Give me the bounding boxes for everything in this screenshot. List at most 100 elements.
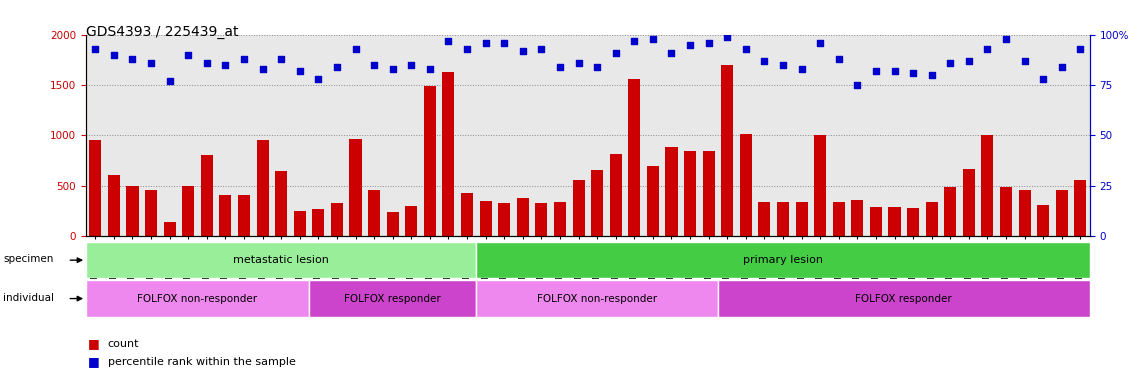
Bar [1037,205,1050,236]
Point [496,40,514,46]
Point [310,76,328,82]
Text: FOLFOX non-responder: FOLFOX non-responder [537,293,657,304]
Bar [86,280,309,317]
Bar [387,212,399,236]
Bar [164,222,175,236]
Text: GDS4393 / 225439_at: GDS4393 / 225439_at [86,25,239,39]
Bar [108,175,120,236]
Bar [275,170,287,236]
Bar [86,242,476,278]
Bar [982,136,993,236]
Point [774,62,793,68]
Point [217,62,235,68]
Bar [1075,180,1086,236]
Point [1033,76,1052,82]
Text: metastatic lesion: metastatic lesion [233,255,329,265]
Bar [796,202,807,236]
Bar [740,134,751,236]
Point [755,58,773,64]
Bar [294,211,306,236]
Bar [926,202,938,236]
Bar [610,154,622,236]
Point [569,60,587,66]
Bar [777,202,789,236]
Bar [201,154,213,236]
Text: individual: individual [3,293,54,303]
Bar [476,280,718,317]
Bar [814,136,826,236]
Bar [703,152,715,236]
Bar [89,141,101,236]
Point [1053,64,1071,70]
Point [625,38,643,44]
Point [346,46,365,52]
Bar [833,202,845,236]
Text: specimen: specimen [3,254,54,264]
Point [793,66,811,72]
Bar [257,141,268,236]
Point [253,66,272,72]
Bar [330,203,343,236]
Bar [665,147,678,236]
Bar [718,280,1090,317]
Point [718,33,736,40]
Point [829,56,848,62]
Text: FOLFOX non-responder: FOLFOX non-responder [138,293,258,304]
Bar [350,139,361,236]
Point [978,46,997,52]
Bar [629,79,640,236]
Point [383,66,401,72]
Point [197,60,216,66]
Text: ■: ■ [88,355,100,368]
Bar [126,186,139,236]
Point [235,56,253,62]
Text: primary lesion: primary lesion [743,255,824,265]
Point [904,70,922,76]
Point [885,68,904,74]
Bar [869,207,882,236]
Point [941,60,959,66]
Text: ■: ■ [88,337,100,350]
Text: FOLFOX responder: FOLFOX responder [344,293,442,304]
Bar [237,195,250,236]
Point [1071,46,1090,52]
Bar [368,190,380,236]
Point [867,68,885,74]
Bar [476,242,1090,278]
Bar [572,180,585,236]
Point [439,38,458,44]
Point [365,62,383,68]
Text: count: count [108,339,139,349]
Bar [182,186,194,236]
Bar [145,190,157,236]
Point [272,56,290,62]
Bar [889,207,900,236]
Point [104,52,123,58]
Bar [461,193,473,236]
Point [811,40,829,46]
Point [458,46,476,52]
Bar [684,152,696,236]
Bar [536,203,547,236]
Bar [443,72,454,236]
Bar [309,280,476,317]
Point [421,66,439,72]
Bar [758,202,771,236]
Point [960,58,978,64]
Point [124,56,142,62]
Point [142,60,161,66]
Point [681,41,700,48]
Point [179,52,197,58]
Bar [517,198,529,236]
Text: percentile rank within the sample: percentile rank within the sample [108,357,296,367]
Point [662,50,680,56]
Point [532,46,551,52]
Point [997,36,1015,42]
Bar [405,206,418,236]
Point [700,40,718,46]
Point [922,72,941,78]
Bar [479,201,492,236]
Bar [1000,187,1012,236]
Point [476,40,494,46]
Point [514,48,532,54]
